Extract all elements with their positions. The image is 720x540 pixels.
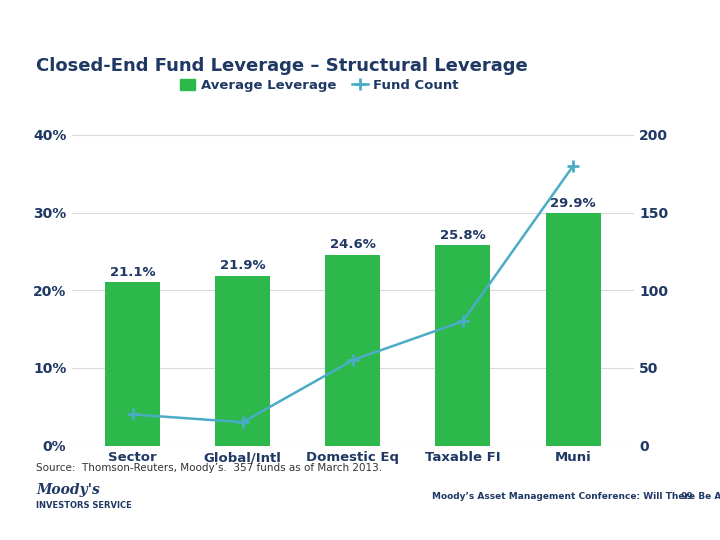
Bar	[105, 282, 160, 446]
Text: INVESTORS SERVICE: INVESTORS SERVICE	[36, 501, 132, 510]
Bar	[436, 245, 490, 446]
Text: 21.1%: 21.1%	[109, 266, 156, 279]
Text: 21.9%: 21.9%	[220, 259, 266, 272]
Text: 24.6%: 24.6%	[330, 239, 376, 252]
Legend: Average Leverage, Fund Count: Average Leverage, Fund Count	[174, 73, 464, 97]
Text: 25.8%: 25.8%	[440, 229, 486, 242]
Text: 29.9%: 29.9%	[550, 197, 596, 210]
Bar	[325, 254, 380, 446]
Text: 99: 99	[680, 492, 693, 502]
Text: Closed-End Fund Leverage – Structural Leverage: Closed-End Fund Leverage – Structural Le…	[36, 57, 528, 75]
Text: Source:  Thomson-Reuters, Moody’s.  357 funds as of March 2013.: Source: Thomson-Reuters, Moody’s. 357 fu…	[36, 463, 382, 474]
Text: Moody's: Moody's	[36, 483, 100, 497]
Text: Moody’s Asset Management Conference: Will There Be A Great Rotation?: Moody’s Asset Management Conference: Wil…	[432, 492, 720, 502]
Bar	[546, 213, 600, 446]
Bar	[215, 275, 270, 445]
